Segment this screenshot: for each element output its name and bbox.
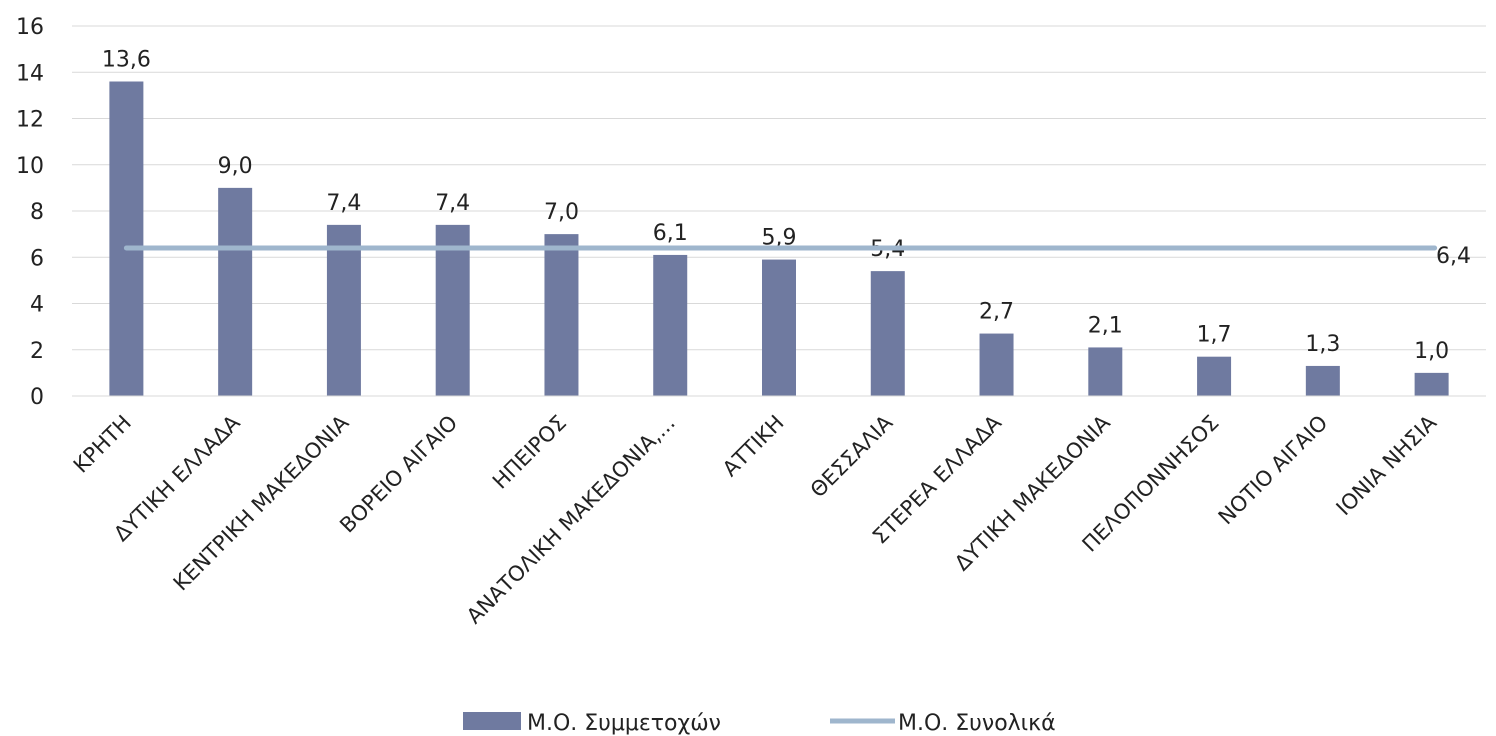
legend-swatch-bars [463, 712, 521, 730]
bar [326, 224, 361, 396]
legend: Μ.Ο. Συμμετοχών Μ.Ο. Συνολικά [463, 711, 1056, 736]
y-tick-label: 6 [30, 246, 44, 271]
x-category-label: ΑΤΤΙΚΗ [718, 411, 789, 482]
y-tick-label: 4 [30, 293, 44, 318]
legend-label-line[interactable]: Μ.Ο. Συνολικά [898, 711, 1056, 736]
bar [762, 259, 796, 396]
y-tick-label: 2 [30, 339, 44, 364]
bar-data-label: 7,0 [544, 200, 579, 225]
bar [109, 81, 144, 396]
y-tick-label: 14 [16, 61, 44, 86]
y-tick-label: 16 [16, 15, 44, 40]
bar [979, 333, 1014, 396]
bar-data-label: 1,0 [1414, 339, 1449, 364]
bar [218, 187, 253, 396]
bar-series [109, 81, 1449, 396]
bar [1414, 372, 1449, 396]
bar-data-label: 2,7 [979, 300, 1014, 325]
bar-data-label: 9,0 [218, 154, 253, 179]
bar [1305, 365, 1340, 396]
y-tick-label: 12 [16, 108, 44, 133]
bar-data-label: 7,4 [435, 191, 470, 216]
bar-data-label: 13,6 [102, 48, 151, 73]
y-tick-label: 0 [30, 385, 44, 410]
x-category-label: ΗΠΕΙΡΟΣ [488, 411, 571, 494]
bar-data-label: 6,1 [653, 221, 688, 246]
average-line-data-label: 6,4 [1436, 244, 1471, 269]
x-category-label: ΝΟΤΙΟ ΑΙΓΑΙΟ [1214, 411, 1333, 530]
y-tick-label: 10 [16, 154, 44, 179]
bar [1197, 356, 1232, 396]
x-category-label: ΑΝΑΤΟΛΙΚΗ ΜΑΚΕΔΟΝΙΑ,... [462, 411, 680, 629]
bar-data-label: 1,7 [1197, 323, 1232, 348]
bar-data-label: 2,1 [1088, 313, 1123, 338]
y-axis: 0 2 4 6 8 10 12 14 16 [16, 15, 44, 410]
x-category-label: ΙΟΝΙΑ ΝΗΣΙΑ [1332, 410, 1442, 520]
x-category-label: ΚΡΗΤΗ [69, 411, 136, 478]
gridlines [72, 25, 1486, 397]
y-tick-label: 8 [30, 200, 44, 225]
bar [1088, 347, 1123, 396]
x-category-label: ΘΕΣΣΑΛΙΑ [806, 410, 898, 502]
bar [653, 254, 688, 396]
x-category-label: ΚΕΝΤΡΙΚΗ ΜΑΚΕΔΟΝΙΑ [169, 410, 354, 595]
bar [544, 234, 579, 396]
legend-label-bars[interactable]: Μ.Ο. Συμμετοχών [527, 711, 721, 736]
average-line-series: 6,4 [123, 244, 1471, 269]
bar-data-label: 7,4 [326, 191, 361, 216]
bar-data-label: 1,3 [1305, 332, 1340, 357]
bar [435, 224, 470, 396]
x-category-label: ΒΟΡΕΙΟ ΑΙΓΑΙΟ [335, 411, 462, 538]
bar [870, 271, 905, 396]
